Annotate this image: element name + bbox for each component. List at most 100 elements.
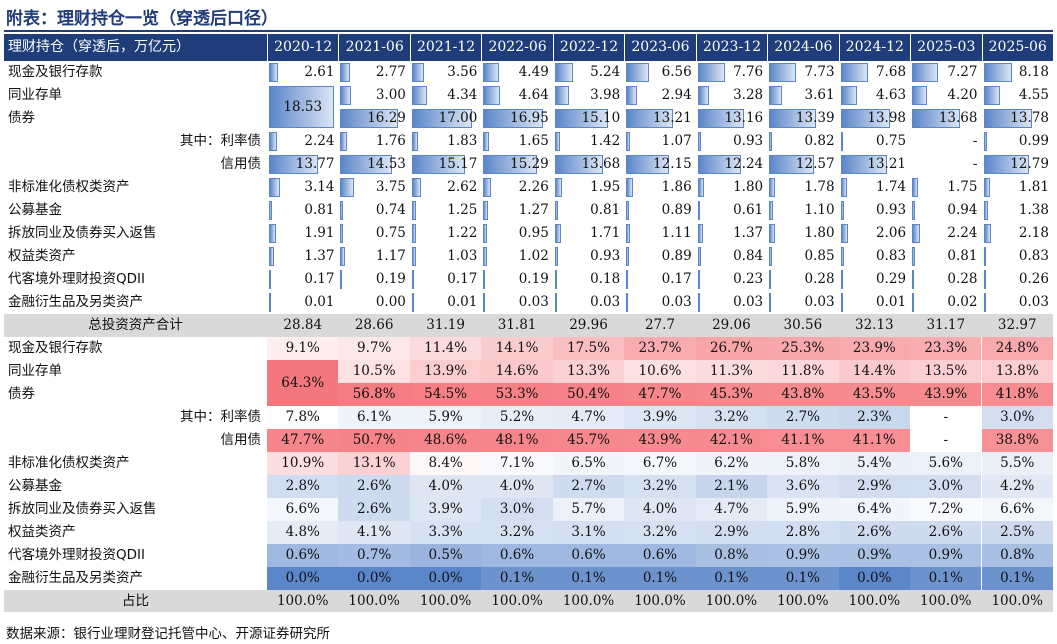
amount-cell: 13.78 bbox=[982, 107, 1053, 130]
amount-cell: 0.83 bbox=[839, 245, 910, 268]
amount-cell: 0.93 bbox=[696, 130, 767, 153]
amount-value: 3.75 bbox=[375, 179, 406, 195]
amount-value: 1.81 bbox=[1018, 179, 1049, 195]
share-cell: 4.0% bbox=[481, 475, 553, 498]
amount-value: 0.18 bbox=[590, 271, 621, 287]
amount-value: 0.89 bbox=[661, 248, 692, 264]
data-bar bbox=[983, 224, 992, 243]
amount-cell: 3.61 bbox=[767, 84, 838, 107]
amount-value: 0.95 bbox=[518, 225, 549, 241]
amount-row: 其中：利率债 2.24 1.76 1.83 1.65 1.42 1.07 0.93 0.82 0.… bbox=[4, 130, 1053, 153]
share-cell: 2.7% bbox=[552, 475, 625, 498]
amount-value: 0.03 bbox=[804, 294, 835, 310]
amount-cell: 0.17 bbox=[267, 268, 338, 291]
data-bar bbox=[912, 293, 915, 312]
amount-row: 金融衍生品及另类资产 0.01 0.00 0.01 0.03 0.03 0.03 0.03 0.… bbox=[4, 291, 1053, 314]
amount-cell: 0.81 bbox=[553, 199, 624, 222]
amount-cell: 6.56 bbox=[624, 61, 695, 84]
amount-value: 0.74 bbox=[375, 202, 406, 218]
share-cell: 14.6% bbox=[481, 360, 553, 383]
amount-value: 1.27 bbox=[518, 202, 549, 218]
share-cell: 5.8% bbox=[767, 452, 839, 475]
amount-value: 3.98 bbox=[590, 87, 621, 103]
share-cell: 9.7% bbox=[338, 337, 410, 360]
data-bar bbox=[769, 224, 776, 243]
column-header: 2022-06 bbox=[481, 34, 552, 61]
data-bar bbox=[840, 224, 848, 243]
data-bar bbox=[912, 247, 915, 266]
share-cell: 0.8% bbox=[981, 544, 1053, 567]
share-cell: 45.3% bbox=[695, 383, 768, 406]
share-total-value: 100.0% bbox=[920, 593, 972, 609]
amount-cell: 13.77 bbox=[267, 153, 338, 176]
amount-value: 0.28 bbox=[947, 271, 978, 287]
share-total-value: 100.0% bbox=[491, 593, 543, 609]
share-cell: 5.4% bbox=[838, 452, 911, 475]
amount-value: 0.83 bbox=[875, 248, 907, 264]
share-cell: 0.0% bbox=[338, 567, 410, 590]
amount-value: 0.00 bbox=[375, 294, 406, 310]
amount-value: 1.25 bbox=[447, 202, 478, 218]
amount-cell: 0.85 bbox=[767, 245, 838, 268]
row-label: 债券 bbox=[8, 386, 35, 402]
amount-cell: 1.37 bbox=[267, 245, 338, 268]
amount-cell: 1.17 bbox=[338, 245, 409, 268]
total-row: 总投资资产合计 28.84 28.66 31.19 31.81 29.96 27.7 29.0… bbox=[4, 314, 1053, 337]
data-bar bbox=[340, 155, 392, 174]
amount-value: 1.80 bbox=[733, 179, 764, 195]
share-total-value: 100.0% bbox=[348, 593, 400, 609]
amount-cell: 4.20 bbox=[910, 84, 981, 107]
amount-cell: 1.71 bbox=[553, 222, 624, 245]
share-total-label: 占比 bbox=[122, 593, 149, 609]
amount-value: 0.29 bbox=[875, 271, 907, 287]
share-cell: 47.7% bbox=[267, 429, 339, 452]
amount-value: 3.56 bbox=[447, 64, 478, 80]
share-row: 债券 56.8% 54.5% 53.3% 50.4% 47.7% 45.3% 43.8% 43.… bbox=[4, 383, 1053, 406]
data-bar bbox=[626, 178, 633, 197]
data-bar bbox=[983, 132, 987, 151]
amount-value: 13.98 bbox=[867, 110, 907, 126]
share-row: 现金及银行存款 9.1% 9.7% 11.4% 14.1% 17.5% 23.7% 26.7%… bbox=[4, 337, 1053, 360]
amount-cell: 1.22 bbox=[410, 222, 481, 245]
total-label: 总投资资产合计 bbox=[88, 317, 183, 333]
amount-value: 1.22 bbox=[447, 225, 478, 241]
table-header-row: 理财持仓（穿透后，万亿元） 2020-12 2021-06 2021-12 2022-0… bbox=[4, 34, 1053, 61]
amount-value: 0.81 bbox=[590, 202, 621, 218]
share-cell: 3.6% bbox=[767, 475, 839, 498]
amount-cell: 4.55 bbox=[982, 84, 1053, 107]
amount-value: 1.74 bbox=[875, 179, 907, 195]
share-cell: 5.6% bbox=[910, 452, 982, 475]
share-cell: 6.7% bbox=[624, 452, 696, 475]
amount-cell: 3.00 bbox=[338, 84, 409, 107]
data-bar bbox=[697, 109, 745, 128]
share-cell: 6.6% bbox=[267, 498, 339, 521]
amount-value: 0.02 bbox=[947, 294, 978, 310]
amount-cell: 1.42 bbox=[553, 130, 624, 153]
data-bar bbox=[983, 109, 1033, 128]
data-bar bbox=[411, 270, 414, 289]
column-header: 2023-12 bbox=[695, 34, 767, 61]
row-label: 代客境外理财投资QDII bbox=[8, 547, 145, 563]
amount-value: 2.61 bbox=[304, 64, 335, 80]
share-cell: 4.8% bbox=[267, 521, 339, 544]
data-bar bbox=[697, 178, 705, 197]
share-cell: 14.4% bbox=[838, 360, 911, 383]
amount-value: - bbox=[972, 156, 978, 172]
amount-value: 15.10 bbox=[581, 110, 621, 126]
amount-value: 8.18 bbox=[1018, 64, 1049, 80]
amount-value: 4.20 bbox=[947, 87, 978, 103]
amount-cell: 2.77 bbox=[338, 61, 409, 84]
amount-value: 4.34 bbox=[447, 87, 478, 103]
amount-value: 0.19 bbox=[518, 271, 549, 287]
data-bar bbox=[411, 109, 472, 128]
share-cell: 0.1% bbox=[552, 567, 625, 590]
data-bar bbox=[983, 155, 1029, 174]
share-row: 公募基金 2.8% 2.6% 4.0% 4.0% 2.7% 3.2% 2.1% 3.6% 2.9%… bbox=[4, 475, 1053, 498]
amount-cell: 5.24 bbox=[553, 61, 624, 84]
share-cell: 54.5% bbox=[409, 383, 482, 406]
share-cell: 9.1% bbox=[267, 337, 339, 360]
data-bar bbox=[840, 293, 843, 312]
share-cell: 7.8% bbox=[267, 406, 339, 429]
data-bar bbox=[983, 178, 990, 197]
share-cell: 0.1% bbox=[910, 567, 982, 590]
